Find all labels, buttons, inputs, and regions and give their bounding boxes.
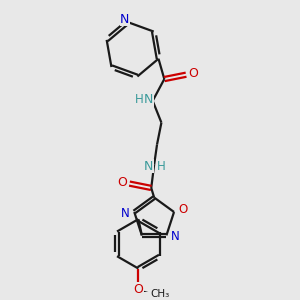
Text: O: O [134, 283, 143, 296]
Text: O: O [178, 202, 188, 216]
Text: N: N [121, 207, 130, 220]
Text: CH₃: CH₃ [150, 289, 169, 299]
Text: N: N [144, 160, 154, 173]
Text: H: H [157, 160, 166, 173]
Text: N: N [120, 13, 130, 26]
Text: O: O [117, 176, 127, 189]
Text: O: O [188, 67, 198, 80]
Text: N: N [171, 230, 179, 243]
Text: N: N [144, 93, 153, 106]
Text: H: H [135, 93, 144, 106]
